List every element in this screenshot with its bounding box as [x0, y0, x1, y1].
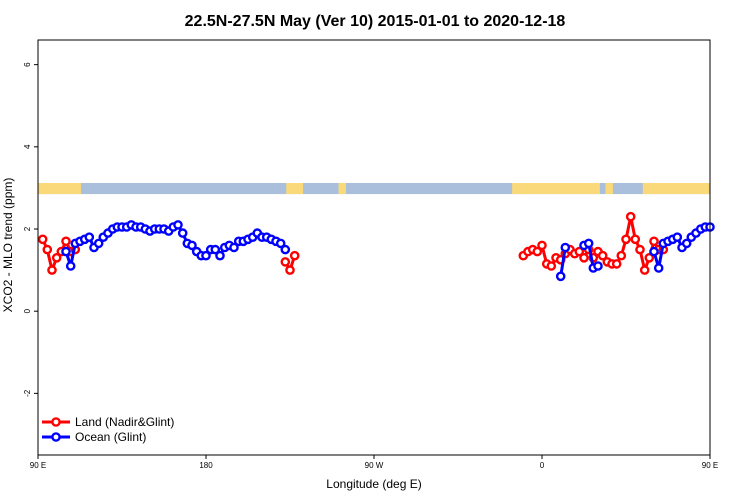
data-point — [616, 250, 627, 261]
data-point — [579, 252, 589, 263]
data-point — [560, 242, 571, 253]
land-segment — [338, 182, 346, 195]
data-point — [532, 246, 543, 257]
data-point — [621, 234, 631, 245]
land-segment — [38, 182, 81, 195]
data-point — [42, 244, 53, 255]
legend-label: Land (Nadir&Glint) — [75, 415, 174, 429]
data-point — [644, 252, 655, 263]
x-tick-label: 90 E — [702, 461, 718, 470]
y-tick-label: 2 — [23, 226, 32, 231]
data-point — [546, 261, 557, 271]
legend-label: Ocean (Glint) — [75, 430, 146, 444]
data-point — [630, 234, 641, 245]
legend-marker — [51, 432, 61, 442]
data-point — [639, 265, 650, 275]
data-point — [649, 236, 659, 247]
data-point — [280, 244, 291, 255]
land-segment — [605, 182, 613, 195]
y-tick-label: 6 — [23, 62, 32, 67]
data-point — [47, 265, 57, 275]
data-point — [215, 250, 225, 261]
data-point — [275, 238, 286, 249]
legend: Land (Nadir&Glint)Ocean (Glint) — [42, 415, 174, 444]
data-point — [84, 232, 95, 242]
data-point — [593, 261, 603, 271]
data-point — [229, 242, 239, 253]
y-axis-title: XCO2 - MLO trend (ppm) — [1, 178, 15, 313]
data-point — [201, 250, 211, 261]
data-point — [555, 271, 566, 282]
x-axis: 90 E 180 90 W 0 90 E — [30, 455, 718, 470]
data-point — [537, 240, 547, 251]
data-point — [93, 238, 104, 249]
data-point — [285, 265, 295, 275]
plot-frame — [37, 39, 711, 456]
data-point — [187, 240, 197, 251]
y-tick-label: -2 — [23, 389, 32, 397]
data-point — [597, 250, 608, 261]
data-point — [289, 250, 300, 261]
data-point — [625, 211, 636, 222]
data-point — [61, 236, 71, 247]
data-point — [681, 238, 692, 249]
data-point — [635, 244, 645, 255]
data-point — [649, 246, 659, 257]
data-point — [583, 238, 594, 249]
chart-title: 22.5N-27.5N May (Ver 10) 2015-01-01 to 2… — [185, 13, 566, 30]
data-point — [574, 246, 585, 257]
series-line — [559, 247, 567, 277]
data-point — [61, 246, 71, 257]
data-point — [65, 261, 76, 271]
x-axis-title: Longitude (deg E) — [326, 477, 421, 491]
data-point — [611, 259, 622, 269]
ocean-strip — [38, 182, 710, 195]
data-point — [280, 257, 291, 267]
land-segment — [512, 182, 600, 195]
land-segment — [286, 182, 304, 195]
x-tick-label: 90 W — [365, 461, 384, 470]
data-point — [173, 220, 183, 230]
x-tick-label: 90 E — [30, 461, 46, 470]
data-point — [51, 252, 62, 263]
data-point — [177, 228, 188, 238]
x-tick-label: 0 — [540, 461, 545, 470]
land-ocean-strip — [38, 182, 710, 195]
data-point — [653, 263, 664, 273]
land-segment — [642, 182, 710, 195]
y-tick-label: 0 — [23, 308, 32, 313]
data-point — [210, 244, 221, 255]
series — [61, 220, 715, 282]
data-point — [672, 232, 683, 242]
legend-marker — [51, 417, 61, 427]
x-tick-label: 180 — [199, 461, 213, 470]
series-layer — [37, 211, 715, 282]
data-point — [37, 234, 48, 245]
y-tick-label: 4 — [23, 144, 32, 149]
y-axis: -2 0 2 4 6 — [23, 62, 38, 397]
